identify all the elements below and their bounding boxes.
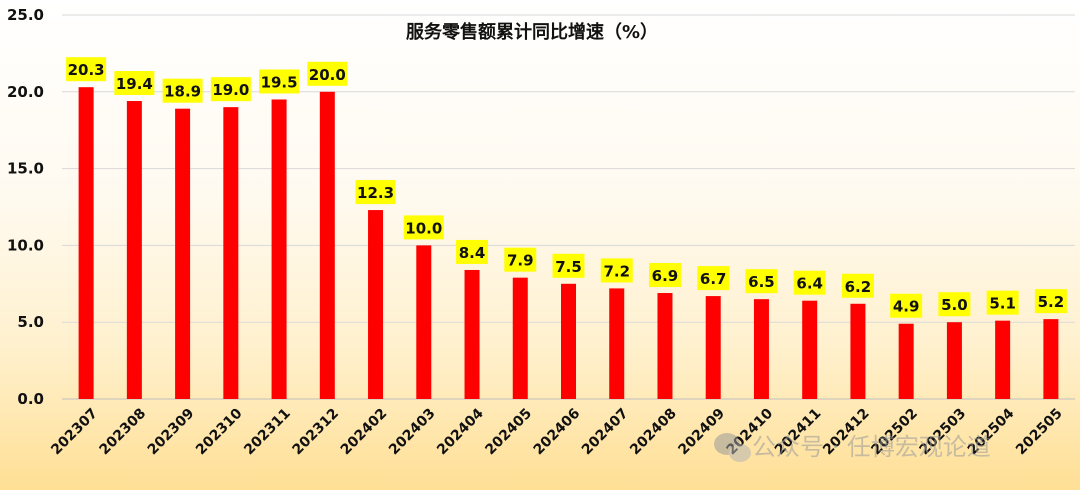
x-tick-label: 202407 bbox=[579, 406, 632, 459]
x-tick-label: 202505 bbox=[1013, 406, 1066, 459]
bar bbox=[657, 293, 673, 399]
bar bbox=[319, 91, 335, 400]
data-label: 12.3 bbox=[357, 184, 394, 202]
data-label: 6.7 bbox=[700, 270, 727, 288]
data-label: 6.9 bbox=[652, 267, 679, 285]
bar bbox=[802, 300, 818, 399]
y-tick-label: 20.0 bbox=[7, 83, 44, 101]
bar bbox=[368, 210, 384, 399]
data-label-box bbox=[504, 247, 537, 272]
data-label: 19.5 bbox=[261, 73, 298, 91]
data-label: 4.9 bbox=[893, 298, 920, 316]
data-label-box bbox=[114, 71, 155, 96]
data-label-box bbox=[745, 269, 778, 294]
data-label: 19.0 bbox=[212, 81, 249, 99]
data-labels: 20.3 19.4 18.9 19.0 19.5 20.0 12.3 10.0 8.4 7.9 7.… bbox=[66, 57, 1067, 318]
data-label-box bbox=[938, 292, 971, 317]
data-label-box bbox=[986, 290, 1019, 315]
data-label: 7.5 bbox=[555, 258, 582, 276]
data-label-box bbox=[1034, 289, 1067, 314]
bar bbox=[223, 107, 239, 399]
x-tick-label: 202308 bbox=[97, 406, 150, 459]
data-label: 5.0 bbox=[941, 296, 968, 314]
data-label-box bbox=[648, 263, 681, 288]
bar bbox=[464, 269, 480, 399]
x-tick-label: 202405 bbox=[482, 406, 535, 459]
bar bbox=[1043, 319, 1059, 399]
bars bbox=[78, 87, 1059, 400]
data-label-box bbox=[403, 215, 444, 240]
x-tick-label: 202307 bbox=[48, 406, 101, 459]
data-label: 20.3 bbox=[68, 61, 105, 79]
data-label-box bbox=[66, 57, 107, 82]
x-tick-label: 202403 bbox=[386, 406, 439, 459]
x-tick-label: 202310 bbox=[193, 405, 246, 458]
watermark: 公众号 · 任博宏观论道 bbox=[714, 433, 991, 462]
bar bbox=[609, 288, 625, 399]
x-tick-label: 202406 bbox=[531, 406, 584, 459]
data-label-box bbox=[456, 239, 489, 264]
data-label: 8.4 bbox=[459, 244, 486, 262]
bar bbox=[271, 99, 287, 399]
data-label: 10.0 bbox=[405, 219, 442, 237]
bar bbox=[78, 87, 94, 399]
y-axis: 0.0 5.0 10.0 15.0 20.0 25.0 bbox=[7, 6, 44, 408]
x-tick-label: 202404 bbox=[434, 405, 487, 458]
data-label: 6.5 bbox=[748, 273, 775, 291]
y-tick-label: 10.0 bbox=[7, 236, 44, 254]
bar bbox=[753, 299, 769, 399]
bar bbox=[995, 320, 1011, 399]
data-label-box bbox=[890, 293, 923, 318]
data-label: 5.2 bbox=[1038, 293, 1065, 311]
data-label-box bbox=[600, 258, 633, 283]
bar bbox=[898, 323, 914, 399]
bar bbox=[561, 283, 576, 399]
bar bbox=[850, 303, 866, 399]
x-tick-label: 202408 bbox=[627, 406, 680, 459]
bar bbox=[946, 322, 962, 399]
wechat-icon bbox=[714, 433, 751, 462]
data-label: 7.9 bbox=[507, 252, 534, 270]
bar bbox=[705, 296, 721, 399]
data-label-box bbox=[162, 78, 203, 103]
bar bbox=[416, 245, 432, 399]
data-label: 7.2 bbox=[603, 262, 630, 280]
chart-title: 服务零售额累计同比增速（%） bbox=[406, 21, 658, 43]
data-label: 19.4 bbox=[116, 75, 153, 93]
data-label: 18.9 bbox=[164, 83, 201, 101]
data-label-box bbox=[793, 270, 826, 295]
y-tick-label: 0.0 bbox=[17, 390, 44, 408]
y-tick-label: 15.0 bbox=[7, 160, 44, 178]
x-tick-label: 202312 bbox=[289, 406, 342, 459]
data-label-box bbox=[841, 273, 874, 298]
data-label: 20.0 bbox=[309, 66, 346, 84]
y-tick-label: 5.0 bbox=[17, 313, 44, 331]
data-label: 6.4 bbox=[796, 275, 823, 293]
x-tick-label: 202402 bbox=[338, 406, 391, 459]
y-tick-label: 25.0 bbox=[7, 6, 44, 24]
x-tick-label: 202309 bbox=[145, 406, 198, 459]
watermark-text: 公众号 · 任博宏观论道 bbox=[752, 433, 991, 461]
data-label-box bbox=[697, 266, 730, 291]
x-tick-label: 202311 bbox=[241, 406, 294, 459]
data-label-box bbox=[210, 77, 251, 102]
data-label: 5.1 bbox=[989, 295, 1016, 313]
data-label-box bbox=[552, 253, 585, 278]
bar bbox=[126, 101, 142, 400]
bar bbox=[512, 277, 528, 399]
data-label-box bbox=[307, 61, 348, 86]
data-label-box bbox=[259, 69, 300, 94]
bar bbox=[175, 108, 191, 400]
data-label: 6.2 bbox=[845, 278, 872, 296]
data-label-box bbox=[355, 180, 396, 205]
